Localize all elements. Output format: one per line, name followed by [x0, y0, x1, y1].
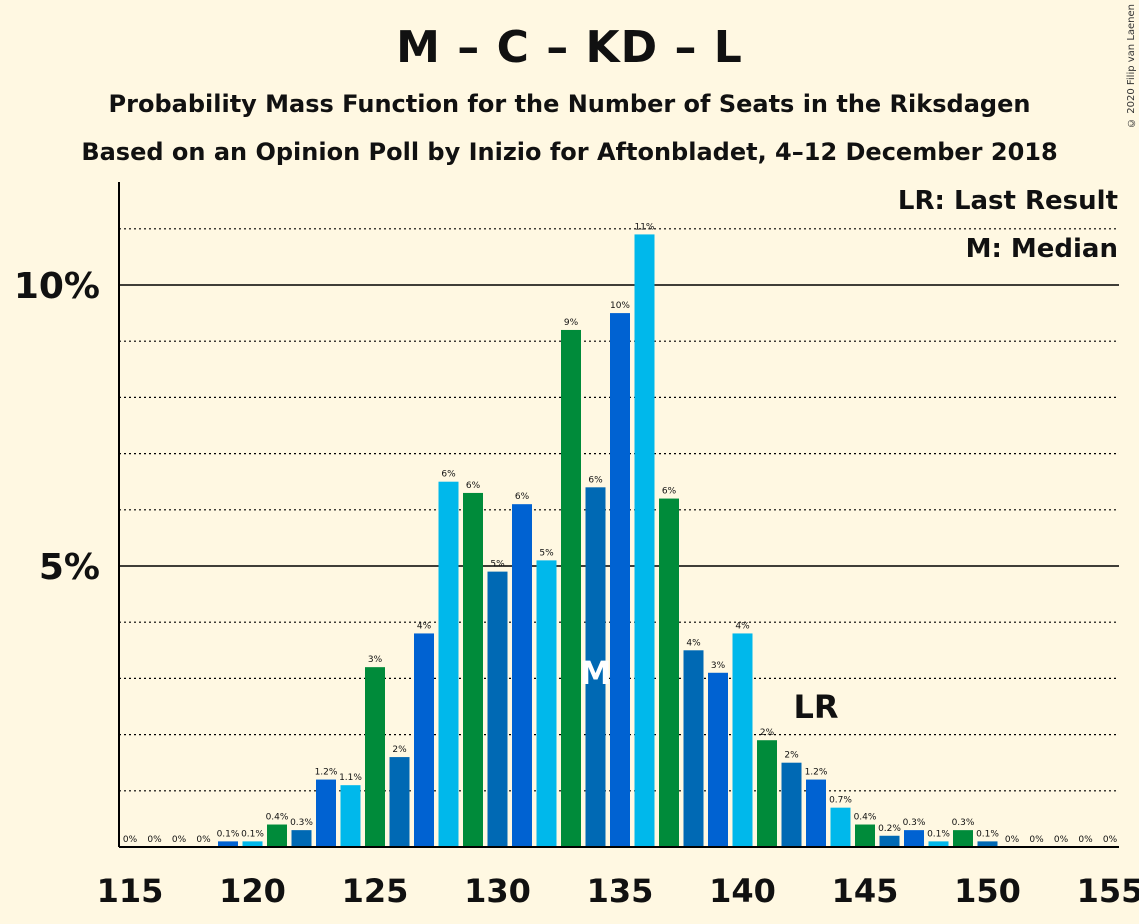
- bar-value-label: 6%: [588, 475, 603, 485]
- bar-value-label: 0.2%: [878, 824, 901, 834]
- bar: [218, 841, 238, 847]
- bar: [316, 779, 336, 847]
- bar-value-label: 5%: [539, 548, 554, 558]
- bar-value-label: 0.7%: [829, 796, 852, 806]
- bar-value-label: 6%: [515, 492, 530, 502]
- bar-value-label: 0%: [172, 835, 187, 845]
- x-tick-label: 145: [832, 872, 899, 910]
- bar: [806, 779, 826, 847]
- bar: [634, 234, 655, 848]
- bar: [365, 667, 385, 847]
- bar-value-label: 0%: [147, 835, 162, 845]
- bar-value-label: 2%: [392, 745, 407, 755]
- x-tick-label: 130: [464, 872, 531, 910]
- x-tick-label: 150: [954, 872, 1021, 910]
- bar-value-label: 0.1%: [927, 829, 950, 839]
- bar: [928, 841, 949, 847]
- bar: [708, 672, 728, 847]
- bar-value-label: 4%: [735, 621, 750, 631]
- bar: [683, 650, 704, 847]
- x-tick-label: 125: [342, 872, 409, 910]
- bar-value-label: 6%: [662, 487, 677, 497]
- bar-value-label: 0%: [1078, 835, 1093, 845]
- bar-value-label: 0.4%: [854, 813, 877, 823]
- bar: [561, 329, 581, 848]
- bar-value-label: 3%: [368, 655, 383, 665]
- bar: [487, 571, 508, 847]
- bar-value-label: 6%: [466, 481, 481, 491]
- x-tick-label: 155: [1077, 872, 1139, 910]
- x-tick-label: 120: [219, 872, 286, 910]
- bar-value-label: 0.3%: [903, 818, 926, 828]
- bar: [389, 757, 410, 847]
- bar-value-label: 10%: [610, 301, 630, 311]
- bar: [879, 835, 900, 847]
- bar-value-label: 1.2%: [315, 768, 338, 778]
- x-tick-label: 135: [587, 872, 654, 910]
- bar-value-label: 6%: [441, 470, 456, 480]
- bar: [977, 841, 998, 847]
- bar-value-label: 0%: [123, 835, 138, 845]
- bar-value-label: 3%: [711, 661, 726, 671]
- bar: [512, 504, 532, 847]
- bar: [438, 481, 459, 847]
- legend-median: M: Median: [965, 234, 1118, 264]
- bar-value-label: 0.3%: [952, 818, 975, 828]
- bar: [855, 824, 875, 847]
- bar: [242, 841, 263, 847]
- bar: [414, 633, 434, 847]
- bar-value-label: 5%: [490, 560, 505, 570]
- bar: [659, 498, 679, 847]
- bar: [830, 807, 851, 847]
- y-tick-label: 10%: [14, 266, 100, 307]
- bar: [732, 633, 753, 847]
- chart-title: M – C – KD – L: [396, 22, 743, 73]
- bar-value-label: 4%: [417, 621, 432, 631]
- bar-value-label: 0.1%: [976, 829, 999, 839]
- bar: [585, 487, 606, 847]
- bar-value-label: 1.2%: [805, 768, 828, 778]
- bar-value-label: 0.1%: [241, 829, 264, 839]
- bar-value-label: 2%: [784, 751, 799, 761]
- bar: [267, 824, 287, 847]
- x-tick-label: 115: [97, 872, 164, 910]
- median-marker: M: [580, 654, 612, 692]
- bar: [757, 740, 777, 847]
- chart-subtitle-source: Based on an Opinion Poll by Inizio for A…: [81, 138, 1058, 166]
- bar-value-label: 2%: [760, 728, 775, 738]
- bar: [904, 830, 924, 847]
- bar-value-label: 0%: [1103, 835, 1118, 845]
- bar: [781, 762, 802, 847]
- bar-value-label: 0.1%: [217, 829, 240, 839]
- bar: [610, 313, 630, 848]
- bar: [536, 560, 557, 847]
- bar: [953, 830, 973, 847]
- bar-value-label: 0%: [1029, 835, 1044, 845]
- legend-last-result: LR: Last Result: [897, 186, 1118, 216]
- bar-value-label: 0%: [1005, 835, 1020, 845]
- bar-value-label: 0%: [1054, 835, 1069, 845]
- bar-value-label: 4%: [686, 638, 701, 648]
- bar: [340, 785, 361, 847]
- bar: [291, 830, 312, 847]
- bar-value-label: 1.1%: [339, 773, 362, 783]
- bar-value-label: 0%: [196, 835, 211, 845]
- chart-subtitle: Probability Mass Function for the Number…: [108, 90, 1031, 118]
- bar-value-label: 9%: [564, 318, 579, 328]
- bar-value-label: 11%: [634, 222, 654, 232]
- bar: [463, 492, 483, 847]
- y-tick-label: 5%: [39, 547, 100, 588]
- x-tick-label: 140: [709, 872, 776, 910]
- last-result-marker: LR: [793, 688, 838, 726]
- bar-value-label: 0.4%: [266, 813, 289, 823]
- bar-value-label: 0.3%: [290, 818, 313, 828]
